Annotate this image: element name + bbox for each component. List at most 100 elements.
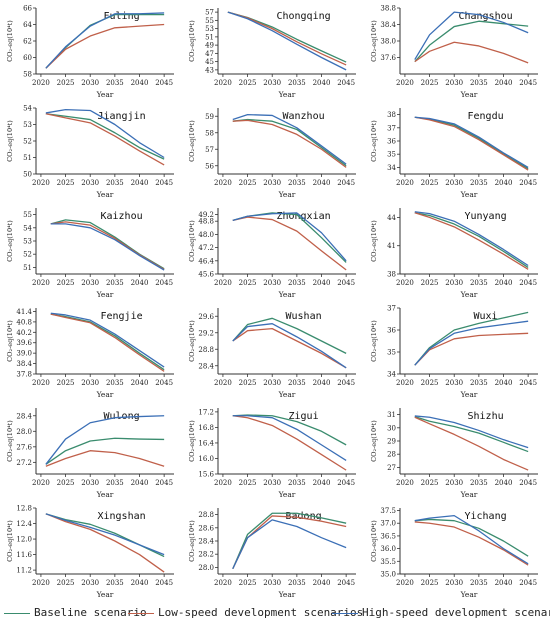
y-axis-title: CO₂-eq(10⁴t) <box>6 20 14 62</box>
x-tick-label: 2045 <box>519 279 537 287</box>
panel-title: Fengdu <box>467 111 503 122</box>
y-axis-title: CO₂-eq(10⁴t) <box>6 120 14 162</box>
y-tick-label: 44 <box>387 214 396 222</box>
y-tick-label: 38 <box>387 111 396 119</box>
y-tick-label: 39.0 <box>16 350 32 358</box>
series-line-high <box>45 12 165 69</box>
y-tick-label: 16.8 <box>198 424 214 432</box>
x-tick-label: 2030 <box>263 479 281 487</box>
legend: Baseline scenario Low-speed development … <box>0 604 550 624</box>
y-tick-label: 48.0 <box>198 231 214 239</box>
series-line-low <box>45 513 165 573</box>
series-line-high <box>50 223 165 271</box>
legend-swatch-baseline <box>4 613 30 614</box>
y-tick-label: 34 <box>387 371 396 379</box>
y-tick-label: 41.4 <box>16 308 32 316</box>
panel-yichang: 2020 2025 2030 2035 2040 2045 35.0 35.5 36.0 36.5… <box>370 507 538 599</box>
y-tick-label: 16.0 <box>198 455 214 463</box>
y-tick-label: 39.6 <box>16 339 32 347</box>
x-tick-label: 2025 <box>57 579 75 587</box>
x-tick-label: 2020 <box>214 179 232 187</box>
y-tick-label: 29.6 <box>198 313 214 321</box>
legend-swatch-low <box>128 613 154 614</box>
x-axis-title: Year <box>96 290 114 299</box>
x-tick-label: 2025 <box>239 379 257 387</box>
x-tick-label: 2025 <box>421 179 439 187</box>
series-line-baseline <box>232 317 347 354</box>
panel-title: Xingshan <box>97 511 145 522</box>
x-tick-label: 2020 <box>396 579 414 587</box>
x-axis-title: Year <box>96 90 114 99</box>
series-line-low <box>50 221 165 270</box>
series-line-high <box>45 109 165 159</box>
x-tick-label: 2040 <box>313 579 331 587</box>
y-tick-label: 34 <box>387 164 396 172</box>
x-tick-label: 2030 <box>81 479 99 487</box>
panel-chongqing: 2020 2025 2030 2035 2040 2045 4345474951535557… <box>188 8 356 99</box>
y-tick-label: 56 <box>205 162 214 170</box>
y-tick-label: 51 <box>23 154 32 162</box>
x-tick-label: 2030 <box>81 279 99 287</box>
series-line-high <box>232 323 347 369</box>
series-line-high <box>45 513 165 556</box>
y-tick-label: 49 <box>205 42 214 50</box>
x-tick-label: 2025 <box>57 479 75 487</box>
x-tick-label: 2035 <box>470 179 488 187</box>
y-tick-label: 59 <box>205 113 214 121</box>
x-tick-label: 2040 <box>131 579 149 587</box>
series-line-low <box>45 450 165 467</box>
x-tick-label: 2035 <box>106 379 124 387</box>
series-line-low <box>232 216 347 271</box>
y-axis-title: CO₂-eq(10⁴t) <box>188 120 196 162</box>
chart-grid: 2020 2025 2030 2035 2040 2045 58 60 62 64 66 Year CO… <box>6 5 538 599</box>
x-tick-label: 2030 <box>263 579 281 587</box>
x-tick-label: 2045 <box>519 79 537 87</box>
x-tick-label: 2040 <box>495 579 513 587</box>
y-tick-label: 35.0 <box>380 571 396 579</box>
y-tick-label: 36 <box>387 138 396 146</box>
x-tick-label: 2020 <box>396 479 414 487</box>
legend-label-baseline: Baseline scenario <box>34 606 147 619</box>
x-tick-label: 2045 <box>155 379 173 387</box>
y-tick-label: 37.5 <box>380 507 396 515</box>
y-tick-label: 29 <box>387 438 396 446</box>
y-tick-label: 30 <box>387 424 396 432</box>
x-tick-label: 2020 <box>32 379 50 387</box>
x-tick-label: 2030 <box>263 279 281 287</box>
x-tick-label: 2025 <box>239 79 257 87</box>
x-tick-label: 2045 <box>337 479 355 487</box>
y-tick-label: 37 <box>387 305 396 313</box>
panel-title: Shizhu <box>467 411 503 422</box>
x-axis-title: Year <box>460 190 478 199</box>
panel-yunyang: 2020 2025 2030 2035 2040 2045 38 41 44 Year CO₂-eq… <box>370 208 538 299</box>
y-tick-label: 28 <box>387 451 396 459</box>
y-tick-label: 50 <box>23 171 32 179</box>
panel-fengdu: 2020 2025 2030 2035 2040 2045 34 35 36 37 38 Year CO… <box>370 108 538 199</box>
series-line-baseline <box>414 311 529 366</box>
panel-badong: 2020 2025 2030 2035 2040 2045 28.0 28.2 28.4 28.6… <box>188 508 356 599</box>
y-tick-label: 27.6 <box>16 443 32 451</box>
y-tick-label: 57 <box>205 146 214 154</box>
legend-label-low: Low-speed development scenarios <box>158 606 364 619</box>
x-axis-title: Year <box>460 590 478 599</box>
x-tick-label: 2045 <box>337 379 355 387</box>
series-line-low <box>414 116 529 171</box>
panel-changshou: 2020 2025 2030 2035 2040 2045 37.6 38.0 38.4 38.8… <box>370 5 538 99</box>
series-line-low <box>232 119 347 168</box>
x-axis-title: Year <box>278 290 296 299</box>
x-tick-label: 2025 <box>57 79 75 87</box>
x-tick-label: 2040 <box>131 279 149 287</box>
panel-title: Wushan <box>285 311 321 322</box>
x-tick-label: 2035 <box>470 79 488 87</box>
panel-title: Zhongxian <box>276 211 330 222</box>
x-tick-label: 2025 <box>239 479 257 487</box>
y-tick-label: 28.4 <box>198 362 214 370</box>
series-line-low <box>414 416 529 471</box>
panel-title: Kaizhou <box>100 211 142 222</box>
x-axis-title: Year <box>278 490 296 499</box>
y-tick-label: 52 <box>23 251 32 259</box>
y-tick-label: 53 <box>205 25 214 33</box>
x-tick-label: 2040 <box>131 79 149 87</box>
y-axis-title: CO₂-eq(10⁴t) <box>6 220 14 262</box>
x-tick-label: 2030 <box>81 379 99 387</box>
